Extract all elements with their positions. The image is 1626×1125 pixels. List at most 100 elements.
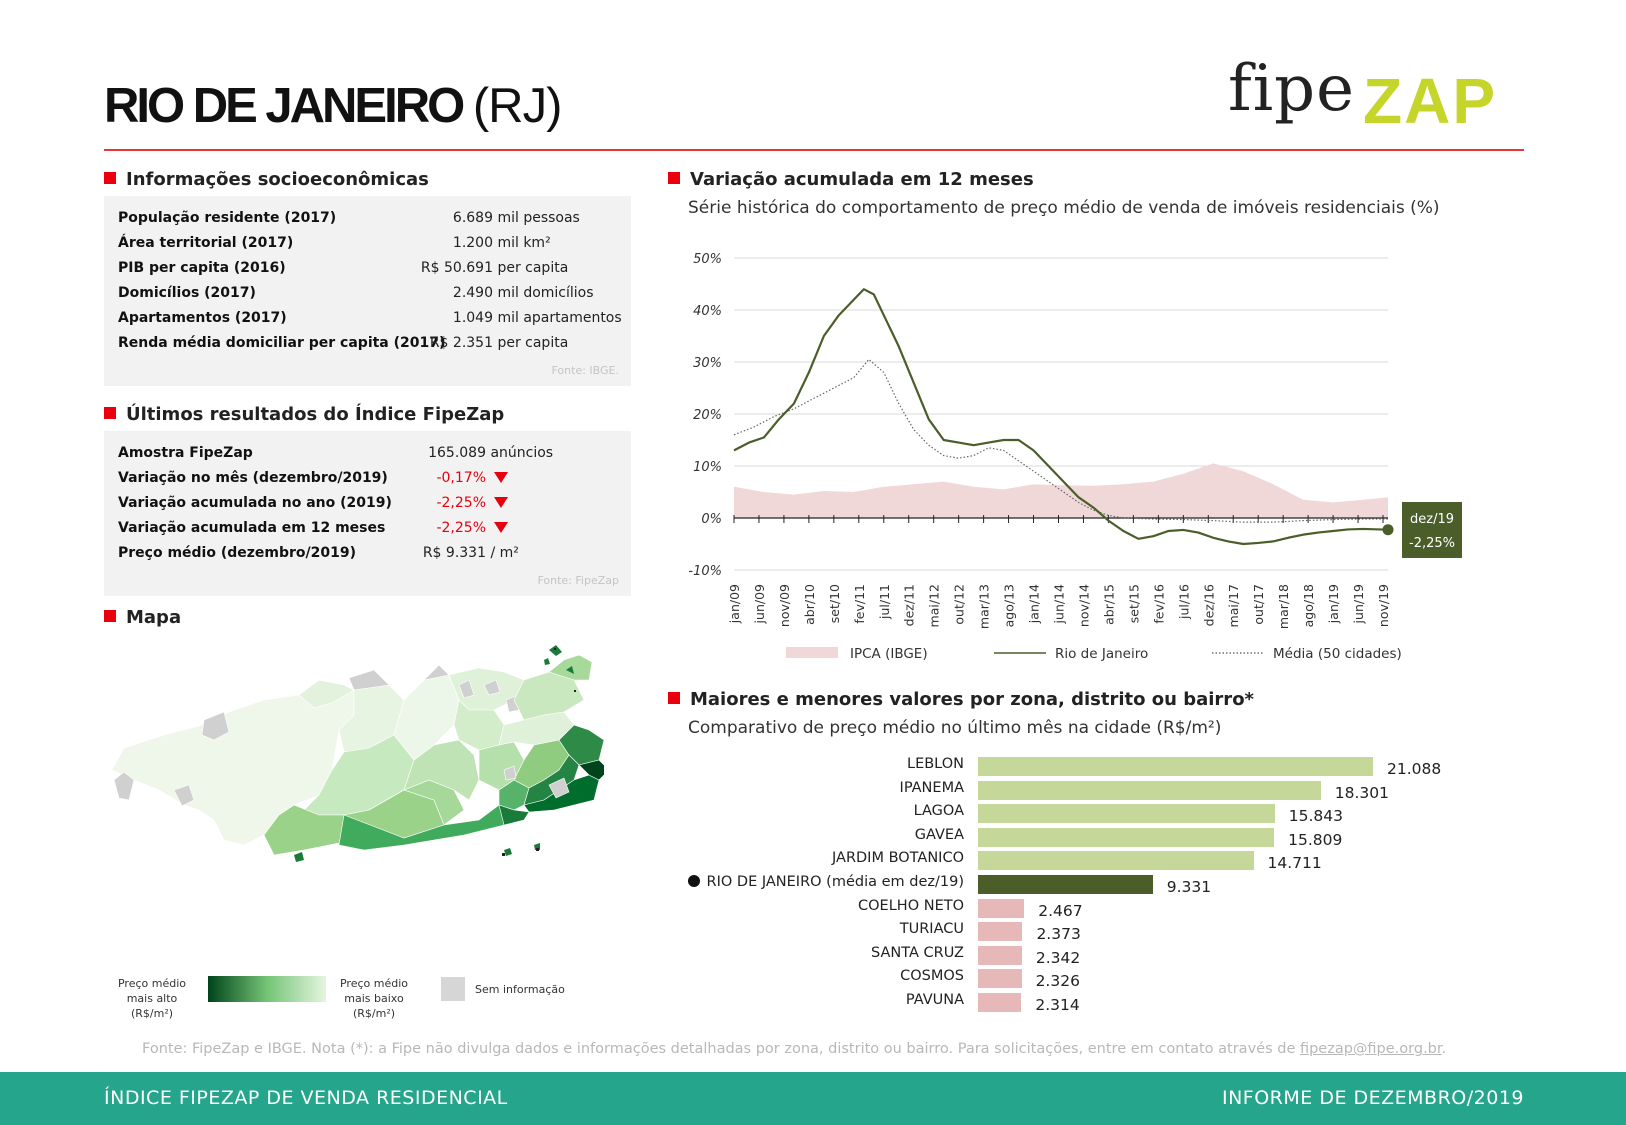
down-arrow-icon <box>494 497 508 508</box>
x-tick-label: abr/10 <box>802 584 817 625</box>
map-legend-none-swatch <box>441 977 465 1001</box>
x-tick-label: fev/11 <box>852 584 867 624</box>
x-tick-label: mar/18 <box>1276 584 1291 629</box>
map-legend-none: Sem informação <box>475 983 565 996</box>
bar-category-label: SANTA CRUZ <box>871 944 964 961</box>
bar-category-label: PAVUNA <box>905 992 964 1008</box>
header-divider <box>104 149 1524 151</box>
bar <box>978 827 1275 847</box>
city-name: RIO DE JANEIRO <box>104 79 465 133</box>
bar-value-label: 9.331 <box>1166 878 1212 896</box>
results-label: Variação no mês (dezembro/2019) <box>118 470 388 486</box>
y-tick-label: 50% <box>693 252 722 267</box>
x-tick-label: mai/17 <box>1226 584 1241 627</box>
map-section-title: Mapa <box>104 607 181 628</box>
map-legend-gradient <box>208 976 326 1002</box>
footer-bar: ÍNDICE FIPEZAP DE VENDA RESIDENCIAL INFO… <box>0 1072 1626 1125</box>
down-arrow-icon <box>494 522 508 533</box>
socio-label: PIB per capita (2016) <box>118 260 286 276</box>
legend-ipca-swatch <box>786 647 838 658</box>
bar-category-label: GAVEA <box>914 826 964 843</box>
bar-value-label: 15.809 <box>1288 830 1343 849</box>
bar-category-label: TURIACU <box>899 921 964 938</box>
city-choropleth-map <box>111 645 604 862</box>
bar <box>978 922 1023 942</box>
results-panel: Amostra FipeZap 165.089 anúncios Variaçã… <box>104 431 631 596</box>
y-tick-label: -10% <box>688 564 722 579</box>
bar-value-label: 14.711 <box>1267 854 1322 873</box>
state-code: (RJ) <box>472 79 563 133</box>
bar-category-label: LEBLON <box>906 756 964 772</box>
y-tick-label: 0% <box>701 512 722 527</box>
x-tick-label: nov/09 <box>777 584 792 627</box>
socio-value: 1.049 mil apartamentos <box>452 310 622 326</box>
socio-value: 2.490 mil domicílios <box>452 285 594 301</box>
bar <box>978 804 1275 824</box>
x-tick-label: out/17 <box>1251 584 1266 625</box>
bar <box>978 969 1022 989</box>
y-tick-label: 40% <box>693 304 722 319</box>
x-tick-label: jan/19 <box>1326 584 1341 624</box>
socio-label: População residente (2017) <box>118 210 337 226</box>
bar-value-label: 2.326 <box>1035 972 1080 991</box>
legend-media-label: Média (50 cidades) <box>1273 646 1402 662</box>
x-tick-label: nov/14 <box>1076 584 1091 627</box>
bar-category-label: LAGOA <box>913 803 964 820</box>
x-tick-label: fev/16 <box>1151 584 1166 624</box>
x-tick-label: jun/09 <box>752 584 767 624</box>
x-tick-label: out/12 <box>952 584 967 625</box>
city-average-dot-icon <box>687 875 700 887</box>
end-point-marker <box>1382 524 1394 536</box>
x-tick-label: jun/19 <box>1351 584 1366 624</box>
socio-label: Área territorial (2017) <box>118 235 294 251</box>
x-tick-label: set/15 <box>1126 584 1141 623</box>
footer-right-text: INFORME DE DEZEMBRO/2019 <box>1221 1087 1524 1109</box>
x-tick-label: ago/18 <box>1301 584 1316 627</box>
page-title: RIO DE JANEIRO (RJ) <box>104 78 563 134</box>
legend-ipca-label: IPCA (IBGE) <box>850 646 928 662</box>
section-bullet-icon <box>104 407 116 419</box>
map-legend-high: Preço médio mais alto (R$/m²) <box>117 977 186 1020</box>
footer-left-text: ÍNDICE FIPEZAP DE VENDA RESIDENCIAL <box>104 1087 508 1109</box>
socio-source: Fonte: IBGE. <box>551 364 620 377</box>
bar <box>978 945 1022 965</box>
bar-category-label: IPANEMA <box>899 779 964 796</box>
bar-category-label: COSMOS <box>900 968 964 985</box>
bar <box>978 993 1022 1012</box>
socio-label: Renda média domiciliar per capita (2017) <box>118 335 446 351</box>
results-source: Fonte: FipeZap <box>537 574 619 587</box>
contact-email-link[interactable]: fipezap@fipe.org.br <box>1299 1041 1442 1057</box>
bar-chart: LEBLON 21.088 IPANEMA 18.301 LAGOA 15.843 GAVE… <box>668 752 1518 1022</box>
bar-category-label: COELHO NETO <box>858 897 964 914</box>
map-legend-low: Preço médio mais baixo (R$/m²) <box>339 977 408 1020</box>
results-value: -2,25% <box>394 520 508 536</box>
x-tick-label: ago/13 <box>1002 584 1017 627</box>
socio-panel: População residente (2017) 6.689 mil pes… <box>104 196 631 386</box>
results-label: Variação acumulada no ano (2019) <box>118 495 392 511</box>
bar <box>978 898 1025 918</box>
x-tick-label: dez/11 <box>902 584 917 626</box>
x-tick-label: jul/16 <box>1176 584 1191 620</box>
x-tick-label: abr/15 <box>1101 584 1116 625</box>
socio-label: Domicílios (2017) <box>118 285 256 301</box>
bar-section-subtitle: Comparativo de preço médio no último mês… <box>688 718 1222 738</box>
bar-section-title: Maiores e menores valores por zona, dist… <box>668 689 1254 710</box>
series-rio-line <box>733 288 1389 546</box>
results-value: R$ 9.331 / m² <box>422 545 519 561</box>
results-value: 165.089 anúncios <box>428 445 554 461</box>
down-arrow-icon <box>494 472 508 483</box>
x-tick-label: dez/16 <box>1201 584 1216 626</box>
x-tick-label: jul/11 <box>877 584 892 620</box>
line-section-subtitle: Série histórica do comportamento de preç… <box>688 198 1440 218</box>
bar-value-label: 15.843 <box>1288 807 1343 826</box>
socio-value: 1.200 mil km² <box>452 235 551 251</box>
results-value: -2,25% <box>394 495 508 511</box>
bar-category-label: JARDIM BOTANICO <box>832 850 964 867</box>
y-tick-label: 20% <box>693 408 722 423</box>
section-bullet-icon <box>668 172 680 184</box>
logo-fipe-text: fipe <box>1228 52 1355 126</box>
results-label: Amostra FipeZap <box>118 445 253 461</box>
logo-zap-text: ZAP <box>1363 65 1497 137</box>
bar-category-label: RIO DE JANEIRO (média em dez/19) <box>687 874 964 890</box>
x-tick-label: mar/13 <box>977 584 992 629</box>
